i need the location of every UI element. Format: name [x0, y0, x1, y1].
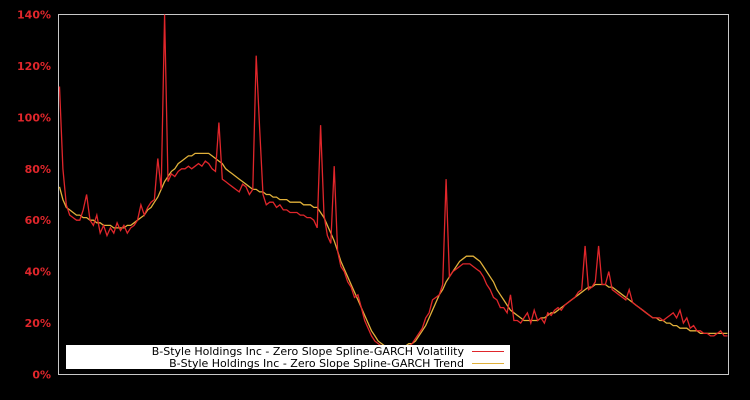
trend-line — [58, 152, 728, 347]
y-tick-label: 140% — [17, 9, 51, 22]
legend-label-trend: B-Style Holdings Inc - Zero Slope Spline… — [169, 357, 464, 370]
y-tick-label: 80% — [25, 163, 51, 176]
y-tick-label: 60% — [25, 214, 51, 227]
legend-box — [66, 345, 510, 369]
y-tick-label: 0% — [32, 369, 51, 382]
y-tick-label: 20% — [25, 317, 51, 330]
plot-area-frame — [58, 14, 729, 375]
y-tick-label: 120% — [17, 60, 51, 73]
y-tick-label: 40% — [25, 266, 51, 279]
legend: B-Style Holdings Inc - Zero Slope Spline… — [66, 345, 510, 370]
y-tick-label: 100% — [17, 111, 51, 124]
legend-label-volatility: B-Style Holdings Inc - Zero Slope Spline… — [152, 345, 465, 358]
y-axis-ticks: 0% 20% 40% 60% 80% 100% 120% 140% — [17, 9, 51, 382]
